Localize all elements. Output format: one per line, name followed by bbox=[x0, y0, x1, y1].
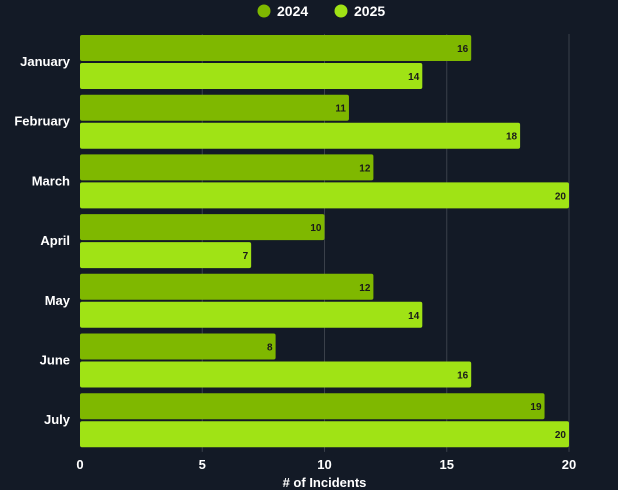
data-label-may-2024: 12 bbox=[359, 283, 371, 294]
x-tick-20: 20 bbox=[562, 457, 576, 472]
data-label-june-2025: 16 bbox=[457, 371, 469, 382]
legend-marker-2025 bbox=[334, 4, 348, 18]
x-tick-0: 0 bbox=[76, 457, 83, 472]
data-label-january-2025: 14 bbox=[408, 72, 420, 83]
legend: 2024 2025 bbox=[257, 3, 385, 19]
bar-march-2025 bbox=[80, 182, 569, 209]
category-label-february: February bbox=[14, 114, 70, 129]
category-label-june: June bbox=[40, 353, 70, 368]
bar-january-2025 bbox=[80, 63, 423, 89]
data-label-june-2024: 8 bbox=[267, 343, 273, 354]
data-label-march-2024: 12 bbox=[359, 163, 371, 174]
category-label-april: April bbox=[40, 233, 70, 248]
bar-january-2024 bbox=[80, 35, 472, 61]
bar-july-2024 bbox=[80, 393, 545, 420]
bar-february-2025 bbox=[80, 122, 521, 149]
bar-april-2025 bbox=[80, 242, 252, 269]
bar-june-2025 bbox=[80, 361, 472, 388]
bar-may-2024 bbox=[80, 273, 374, 300]
data-label-july-2025: 20 bbox=[555, 430, 567, 441]
legend-label-2024: 2024 bbox=[277, 3, 308, 19]
bar-may-2025 bbox=[80, 301, 423, 328]
category-label-january: January bbox=[20, 54, 71, 69]
x-tick-15: 15 bbox=[440, 457, 454, 472]
x-tick-labels: 0 5 10 15 20 bbox=[76, 457, 576, 472]
category-label-july: July bbox=[44, 412, 71, 427]
bar-june-2024 bbox=[80, 333, 276, 360]
category-label-march: March bbox=[32, 173, 70, 188]
bars bbox=[80, 35, 569, 448]
data-labels: 16 14 11 18 12 20 10 7 12 14 8 16 19 20 bbox=[243, 44, 567, 441]
category-labels: January February March April May June July bbox=[14, 54, 70, 427]
data-label-january-2024: 16 bbox=[457, 44, 469, 55]
data-label-february-2025: 18 bbox=[506, 132, 518, 143]
data-label-march-2025: 20 bbox=[555, 191, 567, 202]
bar-march-2024 bbox=[80, 154, 374, 181]
data-label-may-2025: 14 bbox=[408, 311, 420, 322]
category-label-may: May bbox=[45, 293, 71, 308]
data-label-april-2024: 10 bbox=[310, 223, 322, 234]
x-tick-10: 10 bbox=[317, 457, 331, 472]
legend-marker-2024 bbox=[257, 4, 271, 18]
x-axis-title: # of Incidents bbox=[283, 475, 367, 490]
bar-july-2025 bbox=[80, 421, 569, 448]
legend-label-2025: 2025 bbox=[354, 3, 385, 19]
bar-april-2024 bbox=[80, 214, 325, 241]
data-label-july-2024: 19 bbox=[530, 402, 542, 413]
bar-february-2024 bbox=[80, 94, 349, 121]
data-label-february-2024: 11 bbox=[335, 104, 346, 115]
data-label-april-2025: 7 bbox=[243, 251, 249, 262]
x-tick-5: 5 bbox=[199, 457, 206, 472]
